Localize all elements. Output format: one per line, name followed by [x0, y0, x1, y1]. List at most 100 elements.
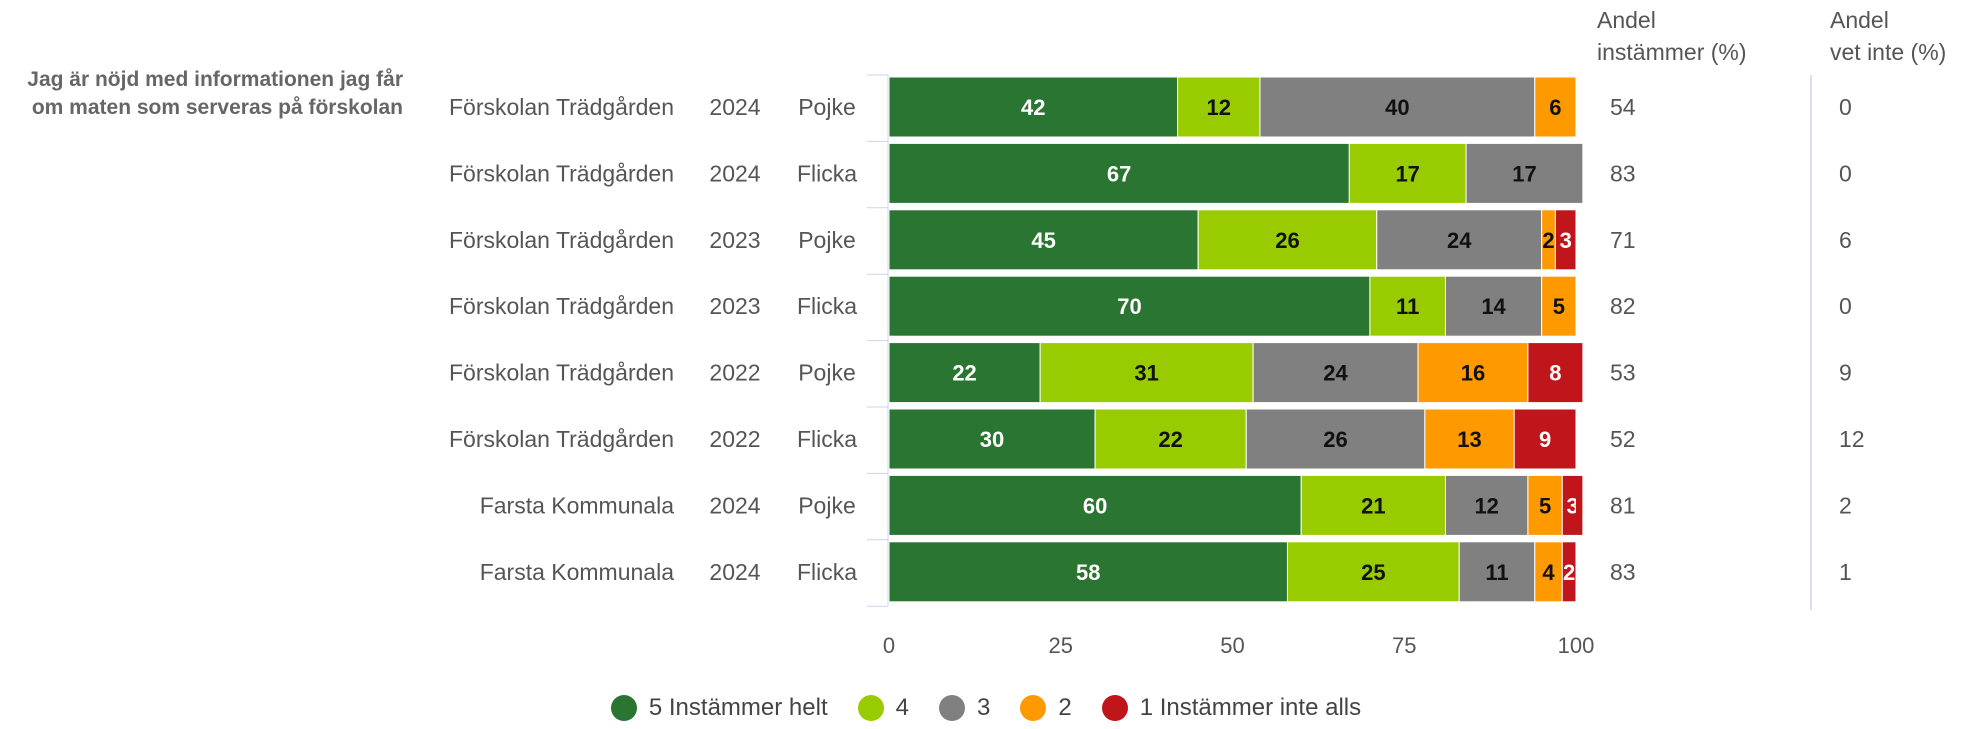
bar-data-label: 22 — [1158, 427, 1182, 452]
x-tick-label: 25 — [1049, 633, 1073, 658]
row-label-gender: Pojke — [798, 94, 856, 120]
legend-marker-icon — [938, 695, 965, 721]
bar-segment — [888, 408, 1096, 470]
bar-data-label: 9 — [1539, 427, 1551, 452]
bar-data-label: 26 — [1323, 427, 1347, 452]
bar-data-label: 3 — [1560, 228, 1572, 253]
row-label-unit: Förskolan Trädgården — [449, 293, 674, 319]
bar-segment — [1039, 342, 1254, 404]
andel-instammer-value: 83 — [1610, 160, 1636, 186]
bar-segment — [1424, 408, 1515, 470]
bar-segment — [888, 474, 1302, 536]
bar-data-label: 24 — [1323, 361, 1348, 386]
bar-segment — [1527, 342, 1584, 404]
row-label-unit: Förskolan Trädgården — [449, 360, 674, 386]
bar-data-label: 17 — [1395, 161, 1419, 186]
col-header-instammer-line2: instämmer (%) — [1597, 39, 1747, 65]
bar-segment — [888, 142, 1350, 204]
x-tick-label: 0 — [883, 633, 895, 658]
bar-data-label: 45 — [1031, 228, 1055, 253]
legend-marker-icon — [857, 695, 884, 721]
bar-data-label: 26 — [1275, 228, 1299, 253]
andel-instammer-value: 53 — [1610, 360, 1636, 386]
row-label-year: 2022 — [709, 426, 760, 452]
bar-data-label: 11 — [1485, 560, 1508, 585]
row-label-year: 2024 — [709, 160, 760, 186]
legend-label: 2 — [1058, 694, 1072, 721]
row-label-unit: Farsta Kommunala — [480, 559, 675, 585]
bar-data-label: 58 — [1076, 560, 1100, 585]
bar-segment — [1300, 474, 1446, 536]
bar-data-label: 31 — [1134, 361, 1158, 386]
bar-segment — [888, 342, 1041, 404]
row-label-year: 2024 — [709, 492, 760, 518]
bar-data-label: 67 — [1107, 161, 1131, 186]
x-tick-label: 100 — [1558, 633, 1595, 658]
row-label-unit: Förskolan Trädgården — [449, 227, 674, 253]
row-label-unit: Förskolan Trädgården — [449, 160, 674, 186]
bar-data-label: 22 — [952, 361, 976, 386]
row-label-gender: Flicka — [797, 426, 857, 452]
bar-segment — [1561, 541, 1577, 603]
legend-label: 1 Instämmer inte alls — [1139, 694, 1362, 721]
row-label-gender: Pojke — [798, 492, 856, 518]
bar-data-label: 60 — [1083, 493, 1107, 518]
andel-vet-inte-value: 12 — [1839, 426, 1865, 452]
andel-vet-inte-value: 0 — [1839, 293, 1852, 319]
bar-data-label: 0 — [1584, 161, 1596, 186]
legend-marker-icon — [1101, 695, 1128, 721]
legend-item[interactable]: 5 Instämmer helt — [610, 694, 828, 722]
legend-item[interactable]: 3 — [938, 694, 990, 722]
bar-segment — [1444, 275, 1543, 337]
bar-data-label: 2 — [1563, 560, 1575, 585]
andel-instammer-value: 83 — [1610, 559, 1636, 585]
row-label-unit: Förskolan Trädgården — [449, 426, 674, 452]
bar-data-label: 0 — [1577, 95, 1589, 120]
bar-data-label: 5 — [1539, 493, 1551, 518]
col-header-vet-inte-line2: vet inte (%) — [1830, 39, 1947, 65]
bar-data-label: 4 — [1542, 560, 1555, 585]
row-label-year: 2023 — [709, 293, 760, 319]
col-header-instammer: Andel instämmer (%) — [1597, 4, 1747, 68]
legend-label: 5 Instämmer helt — [648, 694, 828, 721]
bar-segment — [1527, 474, 1563, 536]
bar-segment — [1197, 209, 1378, 271]
legend-item[interactable]: 4 — [857, 694, 909, 722]
andel-vet-inte-value: 1 — [1839, 559, 1852, 585]
bar-segment — [1534, 76, 1577, 138]
bar-data-label: 17 — [1512, 161, 1536, 186]
x-tick-label: 75 — [1392, 633, 1416, 658]
legend-marker-icon — [610, 695, 637, 721]
legend-item[interactable]: 1 Instämmer inte alls — [1101, 694, 1362, 722]
bar-data-label: 13 — [1457, 427, 1481, 452]
row-label-year: 2023 — [709, 227, 760, 253]
bar-segment — [1541, 275, 1577, 337]
col-header-instammer-line1: Andel — [1597, 7, 1656, 33]
bar-data-label: 40 — [1385, 95, 1409, 120]
bar-data-label: 11 — [1396, 294, 1419, 319]
row-label-unit: Förskolan Trädgården — [449, 94, 674, 120]
bar-data-label: 5 — [1553, 294, 1565, 319]
bar-segment — [1252, 342, 1419, 404]
bar-data-label: 12 — [1207, 95, 1231, 120]
bar-segment — [1348, 142, 1467, 204]
bar-data-label: 8 — [1549, 361, 1561, 386]
bar-segment — [888, 275, 1371, 337]
andel-instammer-value: 82 — [1610, 293, 1636, 319]
andel-vet-inte-value: 0 — [1839, 94, 1852, 120]
bar-data-label: 70 — [1117, 294, 1141, 319]
row-label-gender: Pojke — [798, 227, 856, 253]
row-label-year: 2024 — [709, 94, 760, 120]
bar-segment — [1465, 142, 1584, 204]
andel-vet-inte-value: 2 — [1839, 492, 1852, 518]
legend-item[interactable]: 2 — [1020, 694, 1072, 722]
bar-data-label: 3 — [1566, 493, 1578, 518]
row-label-gender: Flicka — [797, 559, 857, 585]
bar-data-label: 16 — [1461, 361, 1485, 386]
row-label-gender: Flicka — [797, 160, 857, 186]
bar-data-label: 12 — [1474, 493, 1498, 518]
andel-instammer-value: 54 — [1610, 94, 1636, 120]
andel-instammer-value: 52 — [1610, 426, 1636, 452]
legend-label: 4 — [895, 694, 909, 721]
